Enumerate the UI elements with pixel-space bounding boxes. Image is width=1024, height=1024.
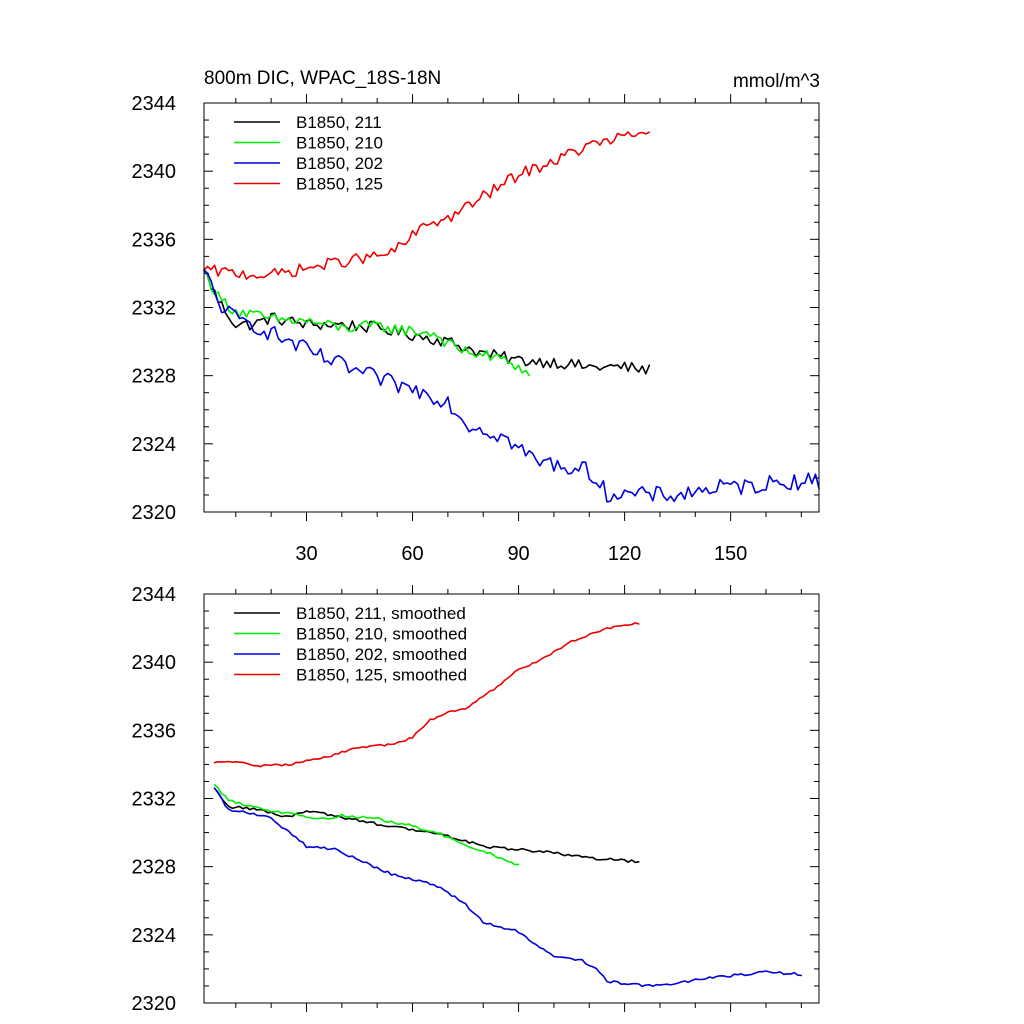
- legend-item: B1850, 125: [234, 175, 383, 194]
- x-axis-labels: 30 60 90 120 150: [295, 543, 747, 565]
- series-line-b1850-125-smoothed: [213, 622, 640, 768]
- legend-label: B1850, 202, smoothed: [296, 645, 467, 664]
- legend-label: B1850, 125, smoothed: [296, 666, 467, 685]
- units-label: mmol/m^3: [733, 71, 820, 92]
- axis-ticks: [204, 94, 819, 521]
- series-line-b1850-211: [203, 269, 651, 375]
- legend: B1850, 211, smoothed B1850, 210, smoothed…: [234, 604, 467, 685]
- legend-label: B1850, 211: [296, 113, 382, 132]
- y-tick-label: 2328: [132, 366, 177, 388]
- bottom-panel: 2320 2324 2328 2332 2336 2340 2344 B1850, 211,…: [132, 584, 820, 1015]
- series-line-b1850-125: [203, 131, 651, 280]
- series-line-b1850-211-smoothed: [213, 787, 640, 864]
- y-tick-label: 2320: [132, 502, 177, 524]
- legend-label: B1850, 211, smoothed: [296, 604, 466, 623]
- y-tick-label: 2340: [132, 652, 177, 674]
- series-line-b1850-202: [203, 269, 820, 503]
- y-axis-labels: 2320 2324 2328 2332 2336 2340 2344: [132, 584, 177, 1015]
- legend-item: B1850, 125, smoothed: [234, 666, 467, 685]
- legend-item: B1850, 202: [234, 154, 383, 173]
- y-tick-label: 2336: [132, 229, 177, 251]
- legend-label: B1850, 202: [296, 154, 383, 173]
- x-tick-label: 30: [295, 543, 317, 565]
- x-tick-label: 150: [714, 543, 747, 565]
- panel-title: 800m DIC, WPAC_18S-18N: [204, 68, 441, 89]
- x-tick-label: 60: [401, 543, 423, 565]
- plot-frame: [203, 593, 820, 1004]
- series-line-b1850-210-smoothed: [213, 784, 520, 866]
- series-lines: [213, 622, 803, 988]
- y-tick-label: 2340: [132, 161, 177, 183]
- plot-frame: [203, 102, 820, 513]
- legend-item: B1850, 211, smoothed: [234, 604, 466, 623]
- y-tick-label: 2332: [132, 789, 177, 811]
- y-tick-label: 2344: [132, 584, 177, 606]
- y-tick-label: 2324: [132, 925, 177, 947]
- x-tick-label: 120: [608, 543, 641, 565]
- y-tick-label: 2328: [132, 857, 177, 879]
- legend-item: B1850, 202, smoothed: [234, 645, 467, 664]
- y-tick-label: 2320: [132, 993, 177, 1015]
- series-line-b1850-210: [203, 269, 531, 377]
- series-lines: [203, 131, 820, 503]
- y-tick-label: 2332: [132, 298, 177, 320]
- y-axis-labels: 2320 2324 2328 2332 2336 2340 2344: [132, 93, 177, 524]
- x-tick-label: 90: [507, 543, 529, 565]
- legend-item: B1850, 210, smoothed: [234, 625, 467, 644]
- y-tick-label: 2336: [132, 720, 177, 742]
- y-tick-label: 2344: [132, 93, 177, 115]
- legend-label: B1850, 210: [296, 134, 383, 153]
- series-line-b1850-202-smoothed: [213, 787, 803, 988]
- y-tick-label: 2324: [132, 434, 177, 456]
- legend-item: B1850, 210: [234, 134, 383, 153]
- legend-item: B1850, 211: [234, 113, 382, 132]
- legend-label: B1850, 125: [296, 175, 383, 194]
- top-panel: 800m DIC, WPAC_18S-18N mmol/m^3 2320 2324…: [132, 68, 821, 565]
- legend-label: B1850, 210, smoothed: [296, 625, 467, 644]
